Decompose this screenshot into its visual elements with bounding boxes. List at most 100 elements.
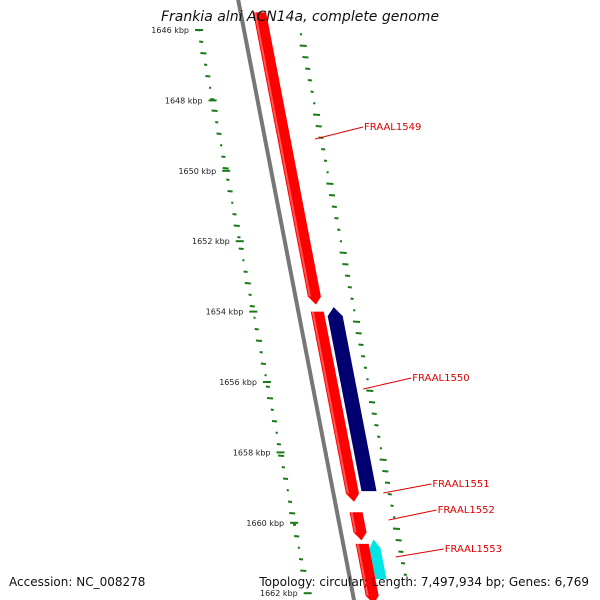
gc-skew-mark: [400, 562, 406, 565]
gc-skew-mark: [390, 504, 394, 507]
gc-skew-mark: [323, 159, 328, 162]
gc-skew-mark: [326, 182, 334, 185]
scale-tick-label: 1656 kbp: [219, 378, 257, 387]
genome-backbone: [236, 0, 357, 600]
accession-text: Accession: NC_008278: [9, 575, 146, 589]
gc-content-mark: [211, 109, 218, 112]
gc-skew-mark: [366, 378, 369, 381]
gc-content-mark: [278, 454, 285, 457]
gene-arrow-fraal1553: [369, 539, 387, 580]
gc-content-mark: [266, 397, 274, 400]
gc-skew-mark: [382, 470, 389, 473]
gc-skew-mark: [315, 125, 322, 128]
gc-content-mark: [226, 178, 230, 181]
gc-skew-mark: [321, 148, 326, 151]
gc-skew-mark: [387, 493, 392, 496]
gc-content-mark: [205, 75, 211, 78]
gene-arrow-fraal1549: [253, 12, 321, 305]
gc-content-mark: [248, 293, 252, 296]
gc-content-mark: [233, 224, 240, 227]
gc-skew-mark: [374, 424, 379, 427]
gc-content-mark: [242, 259, 245, 262]
gc-skew-mark: [384, 481, 391, 484]
gc-content-mark: [294, 535, 300, 538]
gc-skew-mark: [366, 389, 374, 392]
gc-skew-mark: [395, 539, 402, 542]
gc-content-mark: [289, 512, 296, 515]
gene-label-fraal1552: FRAAL1552: [438, 505, 495, 516]
gc-content-track: [197, 29, 307, 572]
gc-content-mark: [200, 52, 207, 55]
gc-skew-mark: [347, 286, 352, 289]
gc-skew-mark: [328, 194, 336, 197]
gc-skew-mark: [326, 171, 329, 174]
scale-tick-label: 1662 kbp: [260, 589, 298, 598]
gc-content-mark: [300, 569, 307, 572]
gc-content-mark: [259, 351, 263, 354]
gc-content-mark: [253, 316, 256, 319]
scale-tick-label: 1652 kbp: [192, 237, 230, 246]
gc-skew-mark: [353, 309, 356, 312]
gene-arrow-fraal1550: [327, 307, 377, 492]
gc-skew-mark: [299, 33, 303, 36]
gc-skew-mark: [345, 274, 351, 277]
gc-content-mark: [208, 86, 212, 89]
gc-content-mark: [254, 328, 259, 331]
gc-skew-mark: [361, 355, 366, 358]
gc-content-mark: [249, 305, 255, 308]
gene-arrow-fraal1551: [310, 311, 359, 502]
gc-skew-mark: [379, 447, 383, 450]
gc-content-mark: [203, 63, 208, 66]
gc-skew-mark: [307, 79, 313, 82]
gc-skew-mark: [342, 263, 349, 266]
gc-content-mark: [271, 420, 278, 423]
gc-skew-mark: [305, 67, 311, 70]
gc-skew-mark: [350, 297, 354, 300]
gc-skew-mark: [302, 56, 309, 59]
gc-content-mark: [281, 466, 286, 469]
gc-content-mark: [232, 213, 237, 216]
gc-skew-mark: [337, 228, 341, 231]
gc-content-mark: [297, 546, 301, 549]
gene-arrow-fraal1552: [349, 512, 367, 541]
gc-content-mark: [243, 270, 248, 273]
gc-skew-mark: [312, 113, 321, 116]
gene-label-fraal1549: FRAAL1549: [364, 122, 421, 133]
gc-skew-mark: [377, 435, 381, 438]
gc-content-mark: [255, 339, 263, 342]
gc-skew-mark: [358, 343, 364, 346]
gc-skew-mark: [392, 516, 396, 519]
scale-track: 1646 kbp 1648 kbp 1650 kbp 1652 kbp 1654 kbp…: [151, 26, 312, 598]
gc-content-mark: [237, 236, 241, 239]
gc-content-mark: [219, 144, 223, 147]
gene-track: [253, 12, 387, 600]
gc-content-mark: [276, 443, 282, 446]
gc-content-mark: [231, 201, 234, 204]
gc-content-mark: [260, 362, 266, 365]
gc-skew-mark: [313, 102, 316, 105]
gc-content-mark: [275, 431, 278, 434]
gc-skew-mark: [339, 240, 343, 243]
gc-content-mark: [199, 40, 204, 43]
gene-highlight: [350, 512, 357, 533]
gc-content-mark: [292, 523, 297, 526]
gene-label-leader: [383, 483, 432, 494]
gc-skew-mark: [355, 332, 362, 335]
gc-content-mark: [286, 489, 290, 492]
gc-skew-mark: [392, 527, 401, 530]
scale-tick-label: 1650 kbp: [178, 167, 216, 176]
gene-label-leader: [363, 377, 412, 390]
gene-arrow-unlabeled-5: [355, 543, 379, 600]
gc-content-mark: [215, 121, 219, 124]
gc-content-mark: [238, 247, 244, 250]
gc-content-mark: [265, 385, 270, 388]
gc-content-mark: [222, 167, 229, 170]
gc-skew-mark: [363, 366, 368, 369]
gene-label-leader: [314, 126, 364, 140]
gene-highlight: [311, 311, 349, 494]
gene-label-leader: [395, 548, 444, 558]
gc-skew-mark: [371, 412, 377, 415]
gc-content-mark: [298, 558, 304, 561]
gc-skew-mark: [299, 44, 307, 47]
